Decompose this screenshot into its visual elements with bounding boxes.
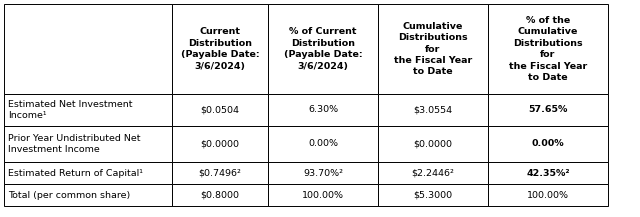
Bar — [268, 184, 378, 206]
Text: 93.70%²: 93.70%² — [303, 168, 343, 178]
Text: 57.65%: 57.65% — [528, 105, 568, 115]
Bar — [4, 184, 172, 206]
Text: 42.35%²: 42.35%² — [526, 168, 570, 178]
Bar — [268, 126, 378, 162]
Text: Estimated Net Investment
Income¹: Estimated Net Investment Income¹ — [8, 100, 132, 120]
Bar — [378, 184, 488, 206]
Bar — [488, 126, 608, 162]
Bar — [4, 4, 172, 94]
Text: $0.0504: $0.0504 — [200, 105, 239, 115]
Text: $0.7496²: $0.7496² — [198, 168, 241, 178]
Bar — [268, 94, 378, 126]
Text: 6.30%: 6.30% — [308, 105, 338, 115]
Text: % of Current
Distribution
(Payable Date:
3/6/2024): % of Current Distribution (Payable Date:… — [284, 27, 362, 71]
Text: $0.0000: $0.0000 — [200, 140, 239, 148]
Bar — [378, 4, 488, 94]
Bar — [268, 4, 378, 94]
Text: Estimated Return of Capital¹: Estimated Return of Capital¹ — [8, 168, 143, 178]
Text: 0.00%: 0.00% — [308, 140, 338, 148]
Text: Current
Distribution
(Payable Date:
3/6/2024): Current Distribution (Payable Date: 3/6/… — [180, 27, 259, 71]
Bar — [4, 162, 172, 184]
Bar — [172, 162, 268, 184]
Text: Cumulative
Distributions
for
the Fiscal Year
to Date: Cumulative Distributions for the Fiscal … — [394, 22, 472, 76]
Text: $3.0554: $3.0554 — [413, 105, 452, 115]
Bar — [488, 162, 608, 184]
Bar — [488, 94, 608, 126]
Text: % of the
Cumulative
Distributions
for
the Fiscal Year
to Date: % of the Cumulative Distributions for th… — [509, 16, 587, 82]
Bar — [172, 184, 268, 206]
Bar — [4, 126, 172, 162]
Bar — [4, 94, 172, 126]
Text: $5.3000: $5.3000 — [413, 191, 452, 199]
Bar — [378, 126, 488, 162]
Text: 100.00%: 100.00% — [302, 191, 344, 199]
Text: 100.00%: 100.00% — [527, 191, 569, 199]
Text: Total (per common share): Total (per common share) — [8, 191, 131, 199]
Text: Prior Year Undistributed Net
Investment Income: Prior Year Undistributed Net Investment … — [8, 134, 141, 154]
Bar — [378, 94, 488, 126]
Bar — [172, 94, 268, 126]
Text: $2.2446²: $2.2446² — [412, 168, 454, 178]
Text: $0.0000: $0.0000 — [413, 140, 452, 148]
Bar — [378, 162, 488, 184]
Bar — [172, 4, 268, 94]
Bar — [488, 4, 608, 94]
Text: $0.8000: $0.8000 — [200, 191, 239, 199]
Bar — [172, 126, 268, 162]
Bar — [268, 162, 378, 184]
Bar — [488, 184, 608, 206]
Text: 0.00%: 0.00% — [532, 140, 564, 148]
